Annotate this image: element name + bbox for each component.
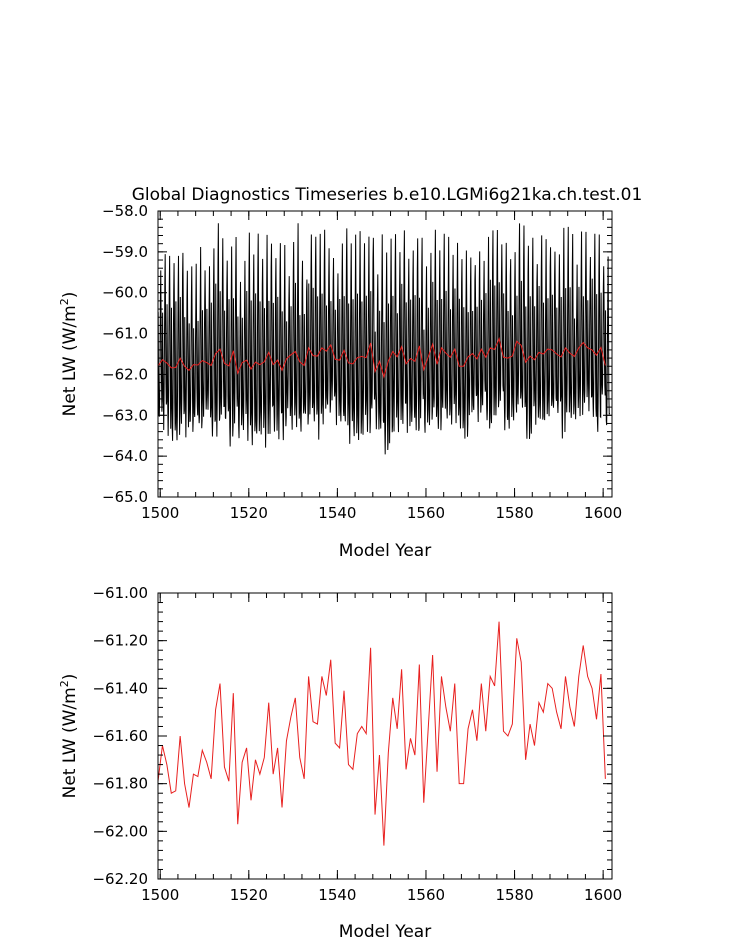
monthly-line — [157, 223, 611, 455]
y-tick-labels: −65.0 −64.0 −63.0 −62.0 −61.0 −60.0 −59.0 −58.0 — [102, 202, 148, 506]
y-tick-label: −62.00 — [92, 822, 148, 840]
y-tick-label: −65.0 — [102, 488, 148, 506]
y-tick-label: −63.0 — [102, 406, 148, 424]
y-axis-label-end: ) — [60, 674, 80, 681]
y-axis-label-sup: 2 — [58, 298, 71, 305]
y-tick-labels: −62.20 −62.00 −61.80 −61.60 −61.40 −61.20 −61.… — [92, 584, 148, 888]
x-tick-label: 1580 — [495, 886, 533, 904]
y-axis-label-main: Net LW (W/m — [60, 687, 80, 798]
x-tick-labels: 1500 1520 1540 1560 1580 1600 — [141, 504, 622, 522]
x-tick-label: 1540 — [318, 504, 356, 522]
x-axis-label: Model Year — [339, 922, 431, 942]
y-tick-label: −59.0 — [102, 243, 148, 261]
annual-mean-line — [157, 621, 606, 846]
y-axis-label-main: Net LW (W/m — [60, 305, 80, 416]
plot-frame — [157, 210, 613, 498]
y-tick-label: −61.40 — [92, 679, 148, 697]
x-tick-label: 1500 — [141, 886, 179, 904]
monthly-series — [157, 223, 611, 455]
y-axis-label-end: ) — [60, 292, 80, 299]
y-tick-label: −64.0 — [102, 447, 148, 465]
y-axis-label: Net LW (W/m2) — [58, 674, 80, 799]
chart-monthly-netlw: Global Diagnostics Timeseries b.e10.LGMi… — [58, 185, 642, 561]
plot-frame — [157, 592, 613, 880]
x-tick-label: 1600 — [584, 504, 622, 522]
y-tick-label: −61.00 — [92, 584, 148, 602]
y-tick-label: −61.60 — [92, 727, 148, 745]
y-axis-label: Net LW (W/m2) — [58, 292, 80, 417]
chart-annual-netlw: −62.20 −62.00 −61.80 −61.60 −61.40 −61.20 −61.… — [58, 584, 622, 942]
y-tick-label: −58.0 — [102, 202, 148, 220]
y-tick-label: −61.20 — [92, 632, 148, 650]
x-tick-label: 1580 — [495, 504, 533, 522]
x-tick-label: 1560 — [407, 504, 445, 522]
y-axis-label-sup: 2 — [58, 680, 71, 687]
x-tick-label: 1600 — [584, 886, 622, 904]
x-axis-label: Model Year — [339, 541, 431, 561]
x-tick-label: 1520 — [230, 504, 268, 522]
y-tick-label: −61.80 — [92, 775, 148, 793]
axis-ticks — [158, 210, 612, 498]
y-tick-label: −61.0 — [102, 325, 148, 343]
y-tick-label: −62.0 — [102, 365, 148, 383]
x-tick-labels: 1500 1520 1540 1560 1580 1600 — [141, 886, 622, 904]
annual-mean-series — [157, 336, 606, 379]
y-tick-label: −62.20 — [92, 870, 148, 888]
x-tick-label: 1560 — [407, 886, 445, 904]
x-tick-label: 1520 — [230, 886, 268, 904]
axis-ticks — [158, 592, 612, 880]
y-tick-label: −60.0 — [102, 284, 148, 302]
annual-mean-series — [157, 621, 606, 846]
annual-mean-line — [157, 336, 606, 379]
x-tick-label: 1540 — [318, 886, 356, 904]
x-tick-label: 1500 — [141, 504, 179, 522]
chart-title: Global Diagnostics Timeseries b.e10.LGMi… — [132, 185, 643, 205]
